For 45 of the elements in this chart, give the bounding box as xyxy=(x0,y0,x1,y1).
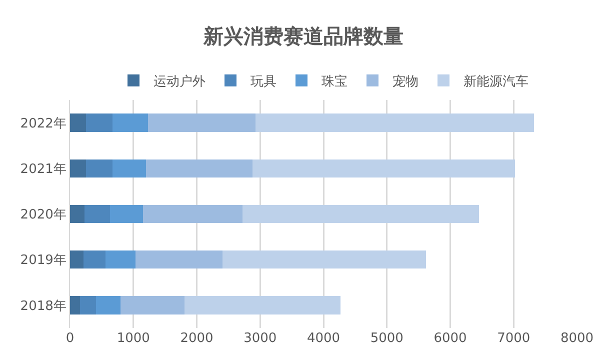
y-tick-label: 2021年 xyxy=(20,162,66,177)
y-tick-label: 2019年 xyxy=(20,253,66,268)
x-tick-label: 8000 xyxy=(560,331,594,346)
bar xyxy=(252,159,515,178)
bar xyxy=(120,296,185,314)
bar xyxy=(142,204,242,224)
legend-label: 玩具 xyxy=(250,74,276,90)
bar xyxy=(70,296,80,314)
bar xyxy=(86,114,112,132)
bar xyxy=(70,204,85,224)
y-tick-label: 2022年 xyxy=(20,116,66,132)
bar xyxy=(110,204,143,224)
x-tick-label: 2000 xyxy=(180,331,214,346)
bar xyxy=(135,250,223,269)
bar xyxy=(84,204,110,224)
bar xyxy=(105,250,136,269)
bar xyxy=(112,159,146,178)
x-tick-label: 0 xyxy=(66,331,74,346)
bar xyxy=(70,114,86,132)
bar xyxy=(112,114,148,132)
x-tick-label: 4000 xyxy=(306,331,340,346)
legend-label: 运动户外 xyxy=(154,74,206,90)
x-tick-label: 6000 xyxy=(434,331,467,346)
bar xyxy=(70,250,84,269)
y-tick-label: 2020年 xyxy=(20,208,66,223)
bar xyxy=(242,204,479,224)
bar xyxy=(70,159,86,178)
bar xyxy=(256,114,534,132)
bar xyxy=(148,114,256,132)
y-tick-label: 2018年 xyxy=(20,298,66,314)
legend-label: 宠物 xyxy=(392,74,418,90)
x-tick-label: 3000 xyxy=(244,331,277,346)
chart-title: 新兴消费赛道品牌数量 xyxy=(202,24,404,48)
bar xyxy=(222,250,426,269)
bar xyxy=(83,250,106,269)
x-tick-label: 1000 xyxy=(116,331,150,346)
bar xyxy=(86,159,112,178)
bar xyxy=(80,296,96,314)
bar xyxy=(184,296,341,314)
x-tick-label: 7000 xyxy=(497,331,530,346)
legend-label: 新能源汽车 xyxy=(464,74,528,90)
bar xyxy=(146,159,253,178)
bar xyxy=(96,296,121,314)
legend-label: 珠宝 xyxy=(322,73,348,90)
x-tick-label: 5000 xyxy=(370,331,404,346)
